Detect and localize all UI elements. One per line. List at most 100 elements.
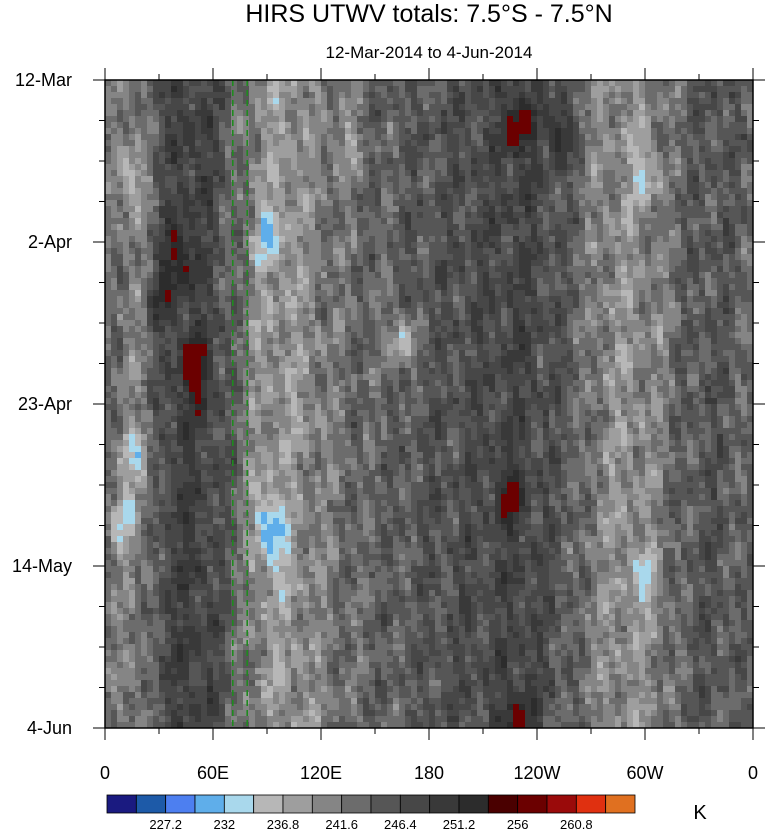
- field-cell: [435, 116, 442, 123]
- field-cell: [369, 254, 376, 261]
- field-cell: [513, 230, 520, 237]
- field-cell: [621, 314, 628, 321]
- field-cell: [219, 326, 226, 333]
- field-cell: [447, 266, 454, 273]
- field-cell: [591, 128, 598, 135]
- field-cell: [177, 92, 184, 99]
- field-cell: [513, 206, 520, 213]
- field-cell: [357, 344, 364, 351]
- field-cell: [219, 158, 226, 165]
- field-cell: [183, 242, 190, 249]
- field-cell: [105, 170, 112, 177]
- field-cell: [441, 122, 448, 129]
- field-cell: [237, 236, 244, 243]
- field-cell: [171, 266, 178, 273]
- field-cell: [591, 278, 598, 285]
- field-cell: [135, 314, 142, 321]
- field-cell: [129, 314, 136, 321]
- field-cell: [675, 332, 682, 339]
- field-cell: [459, 218, 466, 225]
- field-cell: [741, 236, 748, 243]
- field-cell: [357, 140, 364, 147]
- field-cell: [525, 224, 532, 231]
- field-cell: [213, 296, 220, 303]
- field-cell: [117, 338, 124, 345]
- field-cell: [369, 248, 376, 255]
- field-cell: [435, 194, 442, 201]
- field-cell: [423, 236, 430, 243]
- field-cell: [393, 92, 400, 99]
- field-cell: [687, 98, 694, 105]
- field-cell: [267, 218, 274, 225]
- field-cell: [459, 194, 466, 201]
- field-cell: [345, 206, 352, 213]
- field-cell: [297, 158, 304, 165]
- field-cell: [471, 122, 478, 129]
- field-cell: [111, 152, 118, 159]
- field-cell: [585, 344, 592, 351]
- field-cell: [435, 182, 442, 189]
- field-cell: [543, 152, 550, 159]
- field-cell: [267, 302, 274, 309]
- field-cell: [375, 320, 382, 327]
- field-cell: [351, 338, 358, 345]
- field-cell: [471, 266, 478, 273]
- field-cell: [525, 152, 532, 159]
- field-cell: [285, 302, 292, 309]
- field-cell: [729, 290, 736, 297]
- field-cell: [345, 236, 352, 243]
- field-cell: [513, 308, 520, 315]
- field-cell: [681, 98, 688, 105]
- field-cell: [363, 182, 370, 189]
- field-cell: [111, 104, 118, 111]
- field-cell: [339, 296, 346, 303]
- field-cell: [243, 170, 250, 177]
- field-cell: [633, 212, 640, 219]
- field-cell: [219, 86, 226, 93]
- field-cell: [255, 212, 262, 219]
- field-cell: [585, 92, 592, 99]
- field-cell: [663, 350, 670, 357]
- field-cell: [711, 200, 718, 207]
- field-cell: [261, 236, 268, 243]
- field-cell: [153, 356, 160, 363]
- field-cell: [141, 350, 148, 357]
- field-cell: [501, 104, 508, 111]
- field-cell: [651, 350, 658, 357]
- field-cell: [111, 122, 118, 129]
- field-cell: [207, 122, 214, 129]
- field-cell: [639, 146, 646, 153]
- field-cell: [249, 338, 256, 345]
- field-cell: [639, 266, 646, 273]
- field-cell: [669, 182, 676, 189]
- field-cell: [255, 326, 262, 333]
- field-cell: [291, 164, 298, 171]
- field-cell: [387, 242, 394, 249]
- field-cell: [243, 230, 250, 237]
- field-cell: [135, 116, 142, 123]
- field-cell: [225, 248, 232, 255]
- field-cell: [483, 272, 490, 279]
- field-cell: [705, 128, 712, 135]
- field-cell: [411, 146, 418, 153]
- field-cell: [501, 302, 508, 309]
- field-cell: [117, 212, 124, 219]
- field-cell: [243, 206, 250, 213]
- field-cell: [633, 152, 640, 159]
- field-cell: [711, 140, 718, 147]
- field-cell: [213, 170, 220, 177]
- field-cell: [519, 206, 526, 213]
- field-cell: [693, 98, 700, 105]
- field-cell: [195, 332, 202, 339]
- field-cell: [285, 344, 292, 351]
- field-cell: [645, 182, 652, 189]
- field-cell: [627, 350, 634, 357]
- field-cell: [579, 308, 586, 315]
- field-cell: [465, 230, 472, 237]
- field-cell: [123, 356, 130, 363]
- field-cell: [477, 296, 484, 303]
- field-cell: [699, 338, 706, 345]
- field-cell: [237, 254, 244, 261]
- field-cell: [303, 116, 310, 123]
- field-cell: [579, 188, 586, 195]
